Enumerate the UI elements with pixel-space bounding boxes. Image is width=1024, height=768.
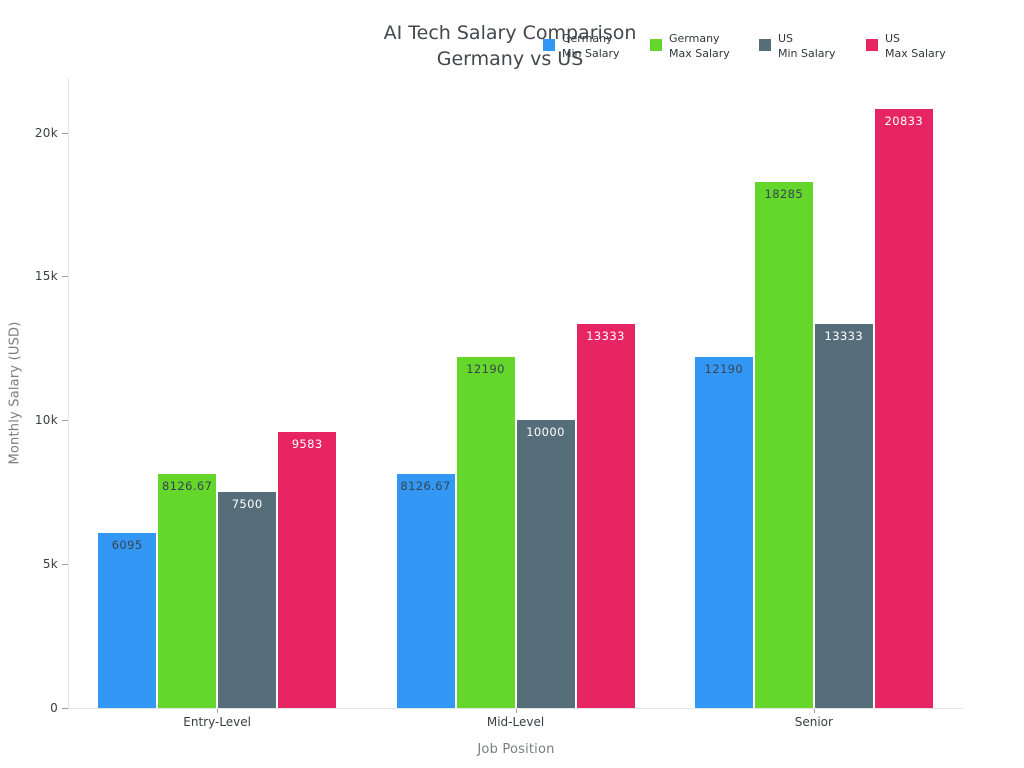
- y-tick-mark: [62, 276, 68, 278]
- y-tick-mark: [62, 564, 68, 566]
- y-tick-mark: [62, 420, 68, 422]
- bar-label-senior-germany-max-salary: 18285: [764, 186, 804, 201]
- y-axis-line: [68, 78, 69, 709]
- bar-label-entry-level-us-min-salary: 7500: [231, 497, 263, 512]
- y-axis-title: Monthly Salary (USD): [7, 321, 23, 465]
- bar-label-mid-level-us-min-salary: 10000: [526, 425, 565, 440]
- y-tick-label: 15k: [34, 269, 58, 284]
- legend-label: Germany Max Salary: [669, 32, 730, 60]
- legend-item-us-max-salary[interactable]: US Max Salary: [866, 28, 946, 61]
- chart-title-line1: AI Tech Salary Comparison: [383, 22, 637, 44]
- x-axis-line: [68, 708, 963, 709]
- legend-item-germany-min-salary[interactable]: Germany Min Salary: [543, 28, 620, 61]
- legend-label: US Max Salary: [885, 32, 946, 60]
- legend-item-germany-max-salary[interactable]: Germany Max Salary: [650, 28, 730, 61]
- bar-label-entry-level-germany-max-salary: 8126.67: [161, 479, 213, 494]
- bar-label-entry-level-germany-min-salary: 6095: [111, 537, 143, 552]
- bar-entry-level-us-max-salary: [278, 432, 337, 708]
- x-axis-title: Job Position: [477, 742, 555, 757]
- legend-swatch-germany-max-salary: [650, 39, 662, 51]
- bar-label-mid-level-us-max-salary: 13333: [586, 329, 625, 344]
- x-tick-mark: [515, 709, 517, 713]
- bar-entry-level-germany-min-salary: [98, 532, 157, 708]
- bar-label-senior-us-max-salary: 20833: [884, 113, 924, 128]
- bar-senior-us-min-salary: [814, 324, 873, 708]
- bar-entry-level-germany-max-salary: [158, 474, 217, 708]
- legend-label: US Min Salary: [778, 32, 836, 60]
- y-tick-label: 0: [50, 701, 58, 715]
- bar-label-senior-germany-min-salary: 12190: [704, 362, 744, 377]
- x-tick-mark: [217, 709, 219, 713]
- x-tick-label-entry-level: Entry-Level: [183, 715, 252, 729]
- bar-mid-level-us-max-salary: [576, 324, 635, 708]
- y-tick-label: 5k: [42, 557, 58, 572]
- bar-label-entry-level-us-max-salary: 9583: [291, 437, 323, 452]
- bar-label-mid-level-germany-max-salary: 12190: [466, 362, 505, 377]
- legend-swatch-germany-min-salary: [543, 39, 555, 51]
- chart-title: AI Tech Salary Comparison Germany vs US: [0, 20, 1020, 72]
- bar-senior-germany-max-salary: [754, 181, 813, 708]
- bar-label-mid-level-germany-min-salary: 8126.67: [400, 479, 451, 494]
- y-tick-label: 10k: [34, 413, 58, 428]
- bar-mid-level-germany-max-salary: [456, 357, 515, 708]
- bar-entry-level-us-min-salary: [218, 492, 277, 708]
- legend-swatch-us-max-salary: [866, 39, 878, 51]
- legend-swatch-us-min-salary: [759, 39, 771, 51]
- bar-mid-level-germany-min-salary: [396, 474, 455, 708]
- bar-label-senior-us-min-salary: 13333: [824, 329, 864, 344]
- bar-senior-us-max-salary: [874, 108, 933, 708]
- y-tick-label: 20k: [34, 125, 58, 140]
- chart-title-line2: Germany vs US: [436, 48, 584, 70]
- y-tick-mark: [62, 708, 68, 709]
- bar-senior-germany-min-salary: [694, 357, 753, 708]
- legend-item-us-min-salary[interactable]: US Min Salary: [759, 28, 836, 61]
- y-tick-mark: [62, 132, 68, 134]
- legend-label: Germany Min Salary: [562, 32, 620, 60]
- legend: Germany Min Salary Germany Max Salary US Min …: [0, 28, 1024, 68]
- x-tick-mark: [813, 709, 815, 713]
- x-tick-label-senior: Senior: [794, 715, 833, 729]
- bar-mid-level-us-min-salary: [516, 420, 575, 708]
- x-tick-label-mid-level: Mid-Level: [486, 715, 545, 729]
